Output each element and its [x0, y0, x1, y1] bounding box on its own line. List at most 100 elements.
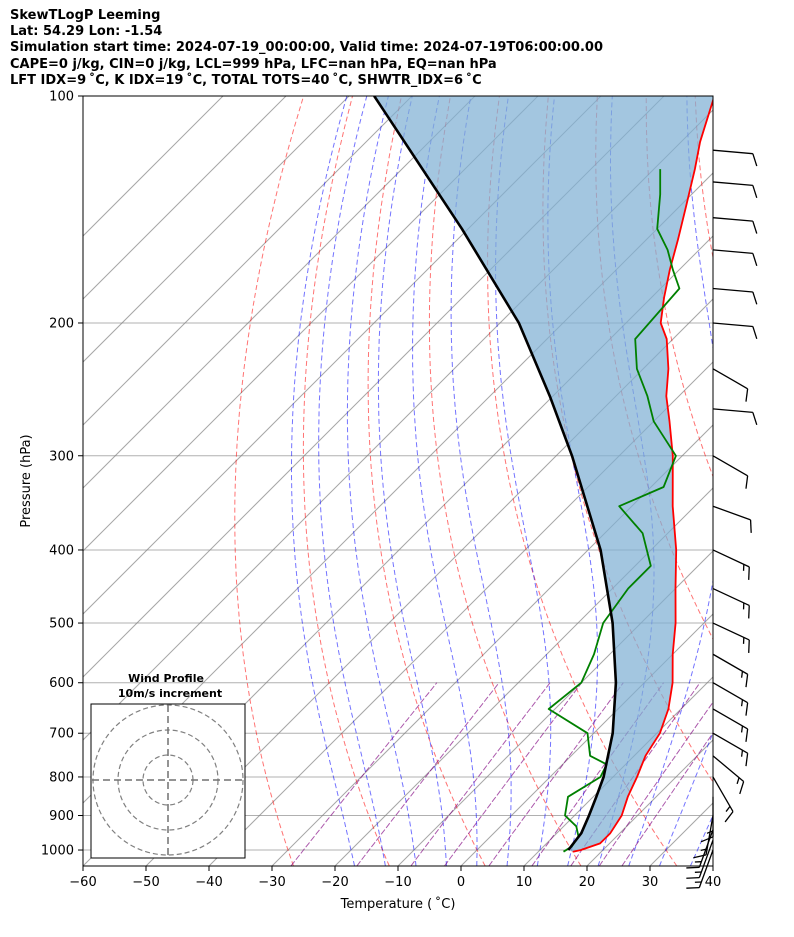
barb-flag: [752, 185, 758, 198]
isotherm-line: [83, 96, 539, 552]
y-tick-label: 900: [49, 809, 74, 824]
index-line: LFT IDX=9 ˚C, K IDX=19 ˚C, TOTAL TOTS=40…: [10, 72, 482, 88]
barb-flag: [752, 291, 758, 305]
barb-flag: [752, 326, 758, 340]
hodograph-title: Wind Profile: [128, 672, 204, 685]
barb-staff: [712, 776, 734, 812]
barb-staff: [712, 455, 748, 477]
barb-staff: [712, 322, 753, 328]
isotherm-line: [83, 96, 476, 489]
series-layer: [373, 96, 713, 853]
isotherm-line: [83, 96, 224, 237]
barb-staff: [712, 368, 748, 390]
axes-layer: −60 −50 −40 −30 −20 −10 0 10 20 30 40 1000 900 800 700…: [41, 90, 721, 891]
barb-flag: [724, 811, 734, 823]
mixing-ratio-line: [598, 701, 713, 866]
barb-flag: [752, 220, 758, 234]
wind-barbs: [686, 149, 758, 889]
wind-barb: [712, 622, 750, 653]
barb-flag: [752, 412, 758, 425]
barb-staff: [712, 622, 750, 641]
x-tick-label: −30: [258, 875, 285, 890]
moist-adiabat: [721, 96, 794, 866]
y-tick-label: 400: [49, 543, 74, 558]
hodograph: Wind Profile 10m/s increment: [90, 672, 246, 859]
wind-barb: [712, 732, 749, 767]
barb-flag: [748, 605, 750, 619]
barb-staff: [712, 249, 753, 255]
y-tick-label: 600: [49, 676, 74, 691]
wind-barb: [712, 708, 749, 742]
y-tick-label: 1000: [41, 844, 74, 859]
wind-barb: [712, 149, 758, 167]
barb-flag: [686, 866, 700, 869]
isotherm-line: [83, 96, 350, 363]
barb-half-flag: [736, 777, 740, 785]
y-tick-label: 800: [49, 770, 74, 785]
barb-half-flag: [725, 806, 731, 812]
dry-adiabat: [487, 96, 678, 866]
y-tick-label: 200: [49, 316, 74, 331]
barb-staff: [712, 682, 748, 704]
cape-fill-layer: [374, 96, 713, 852]
barb-staff: [698, 839, 714, 878]
barb-half-flag: [700, 848, 708, 852]
mixing-ratio-line: [290, 682, 438, 866]
moist-adiabat: [412, 96, 478, 866]
barb-staff: [712, 732, 748, 754]
x-tick-label: 20: [579, 875, 596, 890]
barb-flag: [686, 886, 700, 889]
wind-barb: [712, 455, 749, 489]
isotherm-line: [83, 96, 287, 300]
y-tick-label: 100: [49, 90, 74, 105]
barb-staff: [712, 587, 750, 607]
wind-barb: [686, 839, 714, 879]
barb-staff: [705, 815, 714, 856]
mixing-ratio-line: [444, 682, 583, 866]
x-axis-label: Temperature ( ˚C): [340, 896, 456, 912]
barb-flag: [745, 475, 749, 489]
y-axis-label: Pressure (hPa): [19, 434, 34, 527]
wind-barb: [712, 287, 758, 305]
wind-barb: [712, 653, 749, 688]
moist-adiabat: [346, 96, 417, 866]
barb-flag: [739, 781, 745, 795]
moist-adiabat: [628, 96, 713, 866]
x-tick-label: 10: [516, 875, 533, 890]
isotherm-line: [460, 613, 713, 866]
isotherm-line: [83, 96, 413, 426]
barb-flag: [745, 728, 749, 742]
isotherm-line: [776, 96, 794, 866]
barb-flag: [748, 639, 750, 653]
location-line: Lat: 54.29 Lon: -1.54: [10, 24, 163, 40]
parcel-area-shading: [374, 96, 713, 852]
barb-flag: [752, 253, 758, 266]
x-tick-label: −60: [69, 875, 96, 890]
wind-barb: [686, 849, 714, 889]
barb-flag: [748, 566, 750, 580]
moist-adiabat: [318, 96, 386, 866]
wind-barb: [712, 408, 758, 425]
barb-flag: [693, 854, 707, 859]
barb-staff: [698, 849, 714, 888]
chart-header: SkewTLogP Leeming Lat: 54.29 Lon: -1.54 …: [10, 8, 603, 89]
x-tick-label: −20: [321, 875, 348, 890]
isotherm-line: [145, 298, 713, 866]
barb-staff: [712, 287, 753, 293]
moist-adiabat: [291, 96, 355, 866]
moist-adiabat: [450, 96, 512, 866]
x-tick-label: 40: [705, 875, 722, 890]
dewpoint-line: [547, 169, 681, 853]
hodograph-subtitle: 10m/s increment: [118, 687, 222, 700]
wind-barb: [712, 181, 758, 198]
dry-adiabat: [645, 96, 713, 478]
wind-barb: [712, 249, 758, 266]
hodograph-rings: [92, 704, 244, 857]
barb-flag: [745, 388, 749, 402]
wind-barb: [712, 587, 750, 619]
cape-line: CAPE=0 j/kg, CIN=0 j/kg, LCL=999 hPa, LF…: [10, 56, 497, 72]
mixing-ratio-line: [621, 732, 713, 866]
chart-title: SkewTLogP Leeming: [10, 8, 161, 23]
barb-flag: [745, 702, 749, 716]
